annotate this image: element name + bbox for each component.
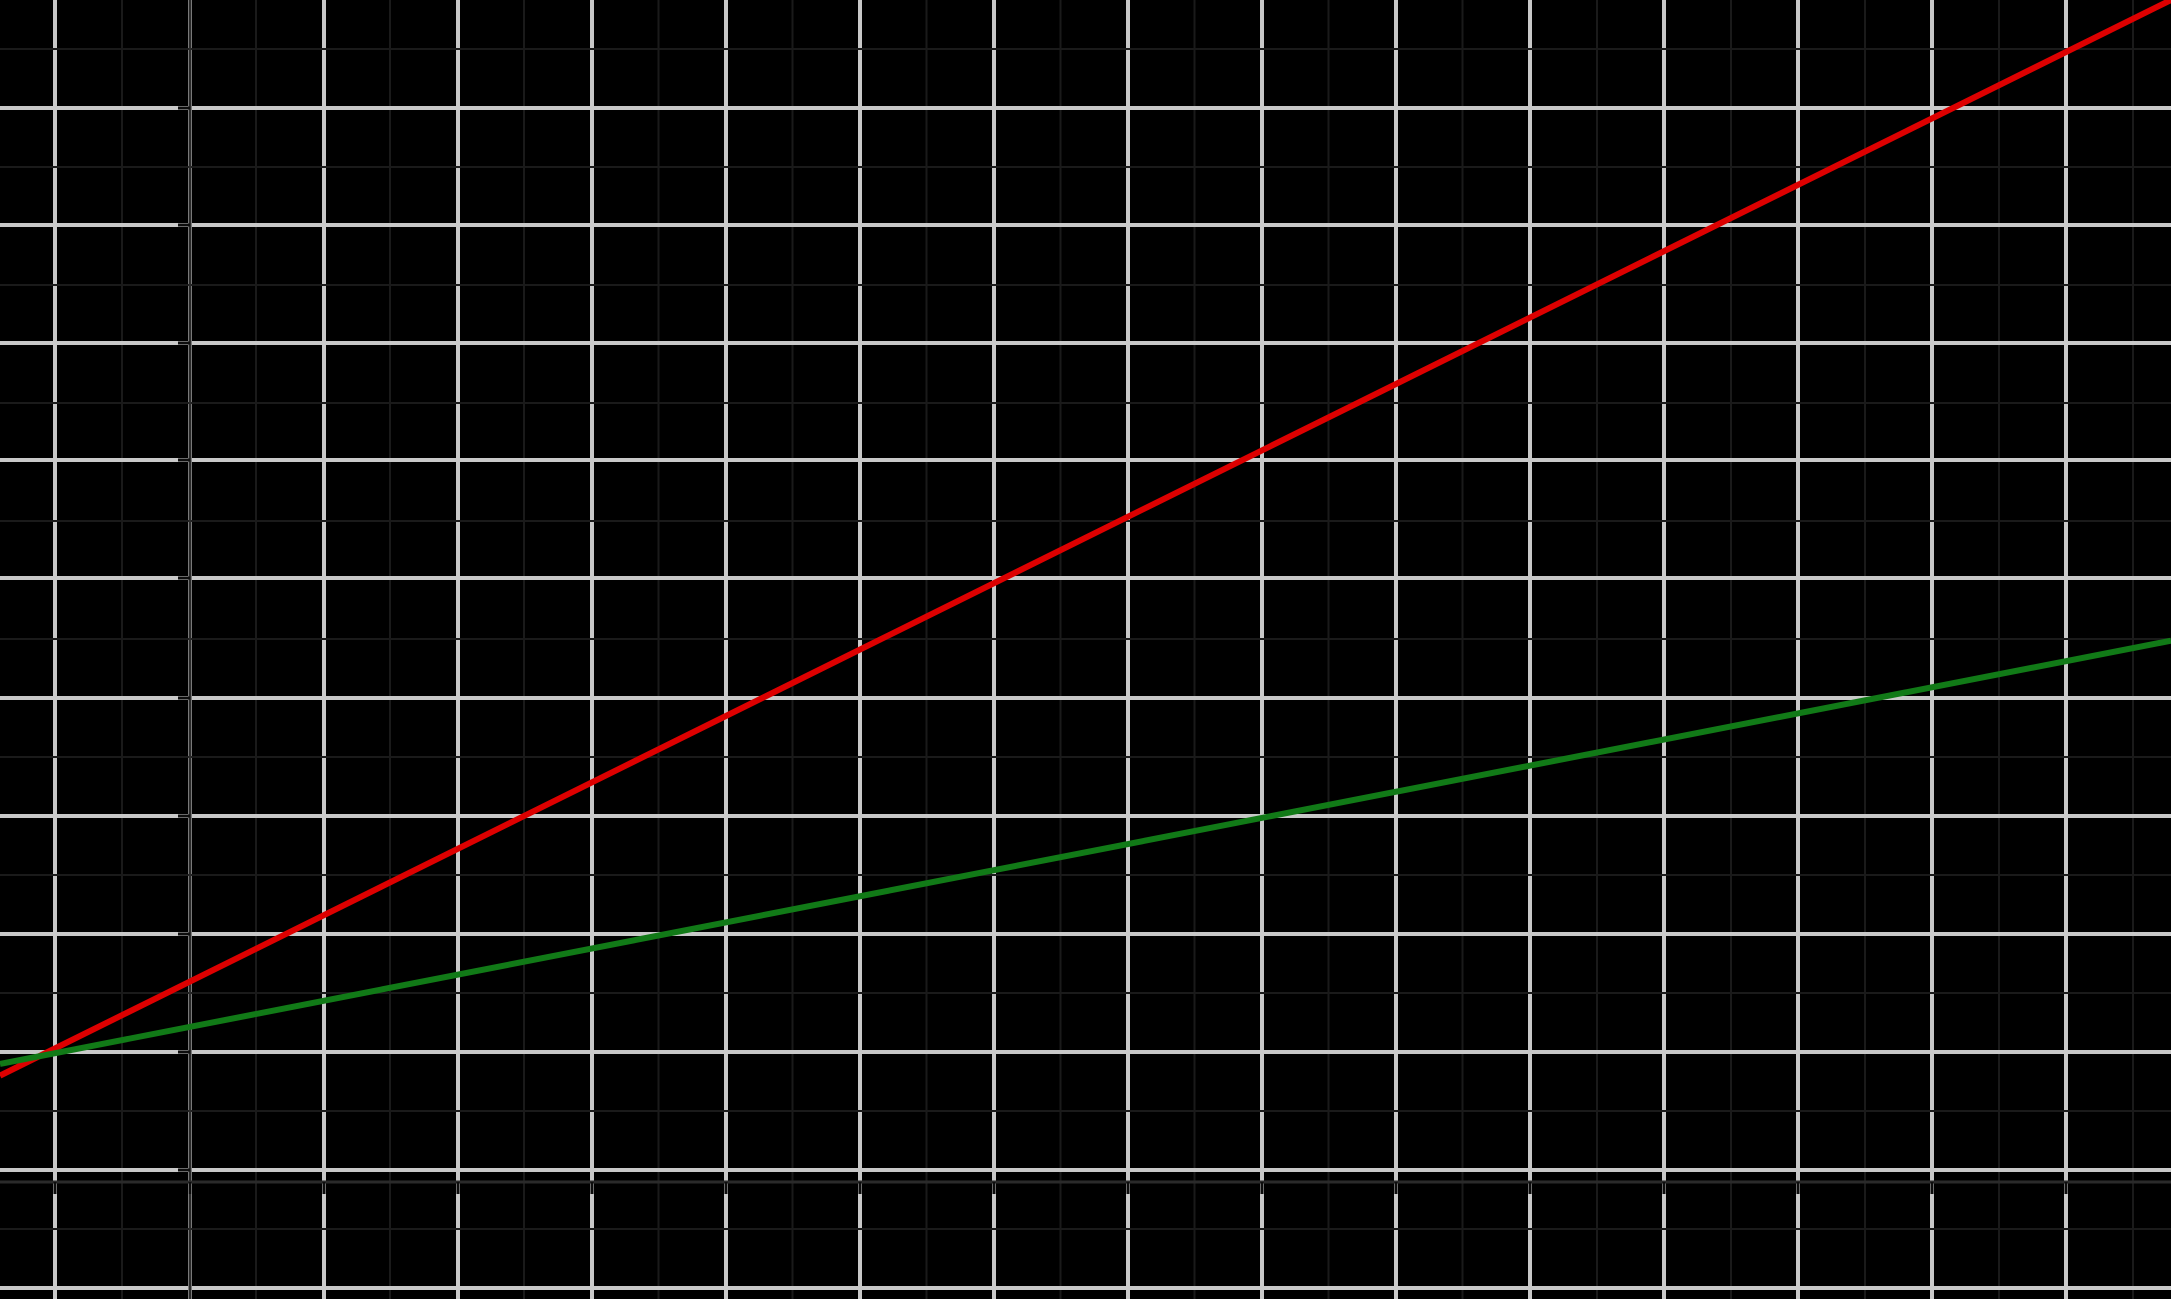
series-line-series-red [0, 0, 2171, 1079]
axis-tick-marks [53, 106, 2068, 1194]
grid-vertical-lines [53, 0, 2135, 1299]
data-series-group [0, 0, 2171, 1079]
series-line-series-green [0, 637, 2171, 1067]
grid-horizontal-lines [0, 48, 2171, 1290]
